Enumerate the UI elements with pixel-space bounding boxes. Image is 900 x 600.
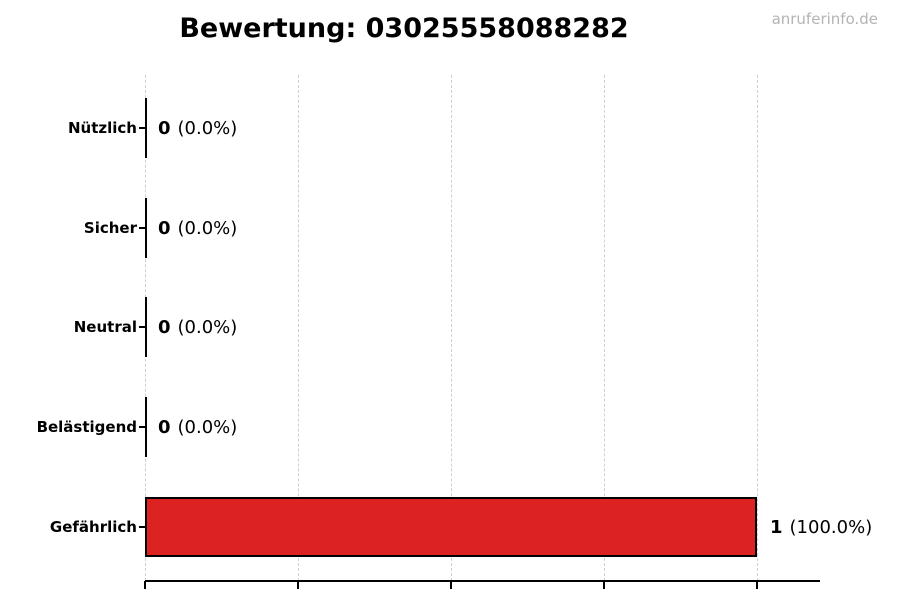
- gridline: [757, 75, 758, 581]
- category-label: Gefährlich: [49, 518, 137, 536]
- watermark: anruferinfo.de: [771, 10, 878, 28]
- value-percent: (0.0%): [177, 217, 238, 239]
- bar: [145, 497, 757, 557]
- category-tick: [139, 526, 146, 528]
- value-count: 0: [158, 416, 171, 438]
- value-percent: (0.0%): [177, 316, 238, 338]
- gridline: [451, 75, 452, 581]
- x-axis-tick: [450, 581, 452, 589]
- category-label: Sicher: [83, 219, 137, 237]
- category-tick: [139, 326, 146, 328]
- value-count: 0: [158, 217, 171, 239]
- bar: [145, 98, 147, 158]
- gridline: [298, 75, 299, 581]
- x-axis-tick: [756, 581, 758, 589]
- value-count: 0: [158, 117, 171, 139]
- bar-row: Belästigend 0 (0.0%): [0, 377, 900, 477]
- x-axis-tick: [603, 581, 605, 589]
- bar-row: Sicher 0 (0.0%): [0, 178, 900, 278]
- bar-row: Nützlich 0 (0.0%): [0, 78, 900, 178]
- category-tick: [139, 426, 146, 428]
- bar: [145, 397, 147, 457]
- bar-row: Neutral 0 (0.0%): [0, 277, 900, 377]
- value-percent: (100.0%): [789, 516, 873, 538]
- bar-row: Gefährlich 1 (100.0%): [0, 477, 900, 577]
- x-axis-tick: [144, 581, 146, 589]
- value-label: 1 (100.0%): [770, 477, 872, 577]
- category-label: Nützlich: [68, 119, 137, 137]
- value-label: 0 (0.0%): [158, 178, 237, 278]
- bar: [145, 297, 147, 357]
- value-count: 0: [158, 316, 171, 338]
- gridline: [604, 75, 605, 581]
- value-label: 0 (0.0%): [158, 78, 237, 178]
- category-label: Neutral: [73, 318, 137, 336]
- x-axis-tick: [297, 581, 299, 589]
- value-percent: (0.0%): [177, 117, 238, 139]
- value-percent: (0.0%): [177, 416, 238, 438]
- category-tick: [139, 227, 146, 229]
- value-label: 0 (0.0%): [158, 277, 237, 377]
- value-count: 1: [770, 516, 783, 538]
- bar: [145, 198, 147, 258]
- x-axis-line: [145, 580, 820, 582]
- chart-title: Bewertung: 03025558088282: [179, 13, 629, 44]
- category-label: Belästigend: [36, 418, 137, 436]
- category-tick: [139, 127, 146, 129]
- value-label: 0 (0.0%): [158, 377, 237, 477]
